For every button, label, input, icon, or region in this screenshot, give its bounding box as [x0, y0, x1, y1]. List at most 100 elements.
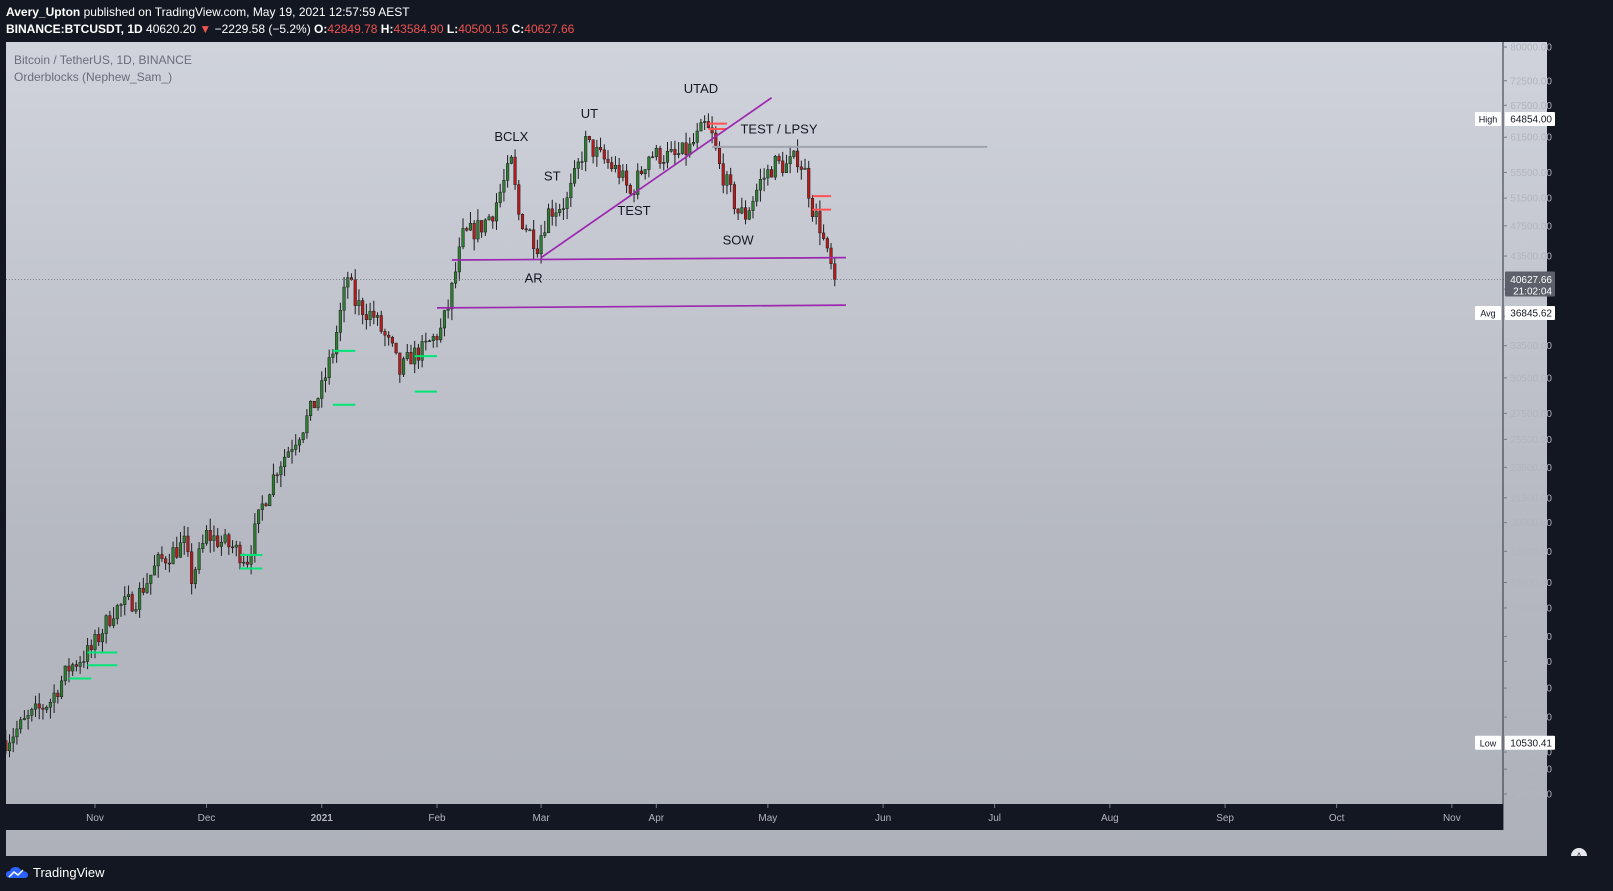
candle: [454, 262, 458, 289]
legend-indicator[interactable]: Orderblocks (Nephew_Sam_): [14, 70, 173, 84]
candle: [420, 334, 424, 368]
candle: [338, 302, 342, 342]
candle: [814, 203, 818, 225]
author-name[interactable]: Avery_Upton: [6, 5, 81, 19]
close-value: 40627.66: [524, 22, 575, 36]
candle: [15, 720, 19, 745]
candle: [528, 228, 532, 232]
candle: [743, 200, 748, 225]
candle: [186, 526, 190, 557]
chart-pane[interactable]: BCLX UT UTAD ST TEST TEST / LPSY AR SOW Bitcoin…: [6, 42, 1547, 856]
candle: [491, 215, 495, 229]
candle: [409, 344, 413, 365]
cloud-icon: [6, 866, 28, 878]
legend-pair: Bitcoin / TetherUS, 1D, BINANCE: [14, 53, 192, 67]
candle: [662, 155, 666, 171]
candle: [305, 409, 309, 439]
candle: [468, 211, 473, 231]
candle: [755, 183, 759, 207]
candle: [297, 437, 302, 453]
candle: [461, 218, 465, 250]
candle: [587, 135, 591, 143]
candle: [792, 150, 796, 159]
candle: [654, 144, 658, 161]
low-label: L:: [446, 22, 459, 36]
candle: [160, 546, 164, 562]
candle: [141, 577, 145, 596]
candle: [201, 534, 205, 553]
candle: [294, 434, 298, 456]
candle: [721, 153, 725, 194]
candle: [257, 509, 261, 534]
candle: [6, 729, 8, 755]
annotation-label[interactable]: TEST: [617, 203, 650, 218]
candle: [524, 224, 528, 233]
candle: [11, 727, 15, 753]
candle: [613, 156, 617, 173]
candle: [602, 144, 606, 164]
candle: [643, 168, 647, 180]
candle: [829, 243, 833, 270]
candle: [818, 200, 822, 246]
candle: [543, 220, 547, 239]
candle: [610, 156, 614, 172]
annotation-label[interactable]: TEST / LPSY: [740, 121, 817, 136]
candle: [781, 151, 785, 177]
candle: [450, 281, 454, 321]
open-value: 42849.78: [327, 22, 378, 36]
candle: [535, 239, 539, 258]
candle: [104, 614, 108, 644]
candle: [145, 572, 149, 594]
candle: [316, 397, 320, 411]
trendlines-layer[interactable]: [6, 97, 1547, 309]
candle: [532, 219, 536, 260]
candle: [52, 684, 56, 713]
annotation-label[interactable]: ST: [544, 169, 561, 184]
trend-line[interactable]: [540, 97, 773, 259]
candle: [599, 137, 603, 153]
candle: [546, 203, 551, 234]
tradingview-logo[interactable]: TradingView: [6, 865, 105, 880]
candle: [175, 536, 179, 559]
trend-line[interactable]: [451, 256, 846, 261]
candle: [245, 554, 249, 570]
candle: [788, 145, 792, 174]
candle: [673, 140, 677, 166]
candle: [513, 149, 517, 190]
candle: [773, 154, 777, 181]
annotation-label[interactable]: SOW: [723, 232, 755, 247]
candle: [320, 371, 324, 408]
published-text: published on TradingView.com, May 19, 20…: [83, 5, 410, 19]
candle: [115, 603, 119, 625]
candle: [335, 325, 339, 363]
candle: [342, 277, 346, 323]
candle: [346, 271, 350, 299]
candle: [268, 493, 272, 507]
chart-svg[interactable]: BCLX UT UTAD ST TEST TEST / LPSY AR SOW: [6, 42, 1547, 856]
annotation-label[interactable]: UTAD: [684, 81, 718, 96]
candle: [401, 356, 406, 377]
candle: [394, 342, 398, 355]
candle: [677, 142, 681, 159]
candle: [130, 591, 134, 613]
candle: [833, 258, 837, 287]
candle: [56, 689, 60, 704]
annotation-label[interactable]: UT: [581, 106, 598, 121]
annotation-label[interactable]: BCLX: [494, 129, 528, 144]
candle: [606, 150, 610, 169]
candle: [390, 335, 394, 347]
candle: [230, 540, 235, 554]
trend-line[interactable]: [436, 304, 846, 309]
candle: [810, 194, 815, 222]
candle: [509, 155, 513, 165]
candle: [803, 158, 807, 170]
candle: [446, 299, 450, 319]
candle: [465, 226, 469, 232]
candle: [138, 582, 142, 618]
candle: [428, 339, 432, 343]
candle: [699, 118, 703, 132]
candle: [617, 157, 621, 185]
annotation-label[interactable]: AR: [525, 270, 543, 285]
candle: [156, 552, 160, 578]
candle: [502, 168, 506, 202]
